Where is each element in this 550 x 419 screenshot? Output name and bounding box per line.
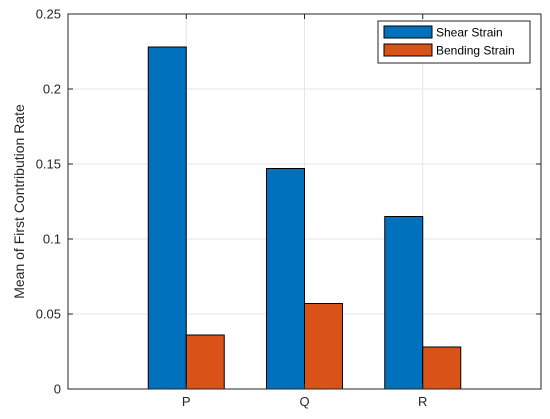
- legend: Shear Strain Bending Strain: [377, 20, 531, 64]
- legend-label: Bending Strain: [436, 44, 515, 58]
- y-tick-label: 0: [54, 382, 61, 397]
- bar-shear-strain-p: [147, 46, 187, 390]
- bar-shear-strain-r: [384, 216, 424, 390]
- x-tick-label: R: [418, 394, 427, 409]
- bar-bending-strain-q: [304, 303, 343, 390]
- bar-bending-strain-p: [185, 334, 225, 390]
- bar-bending-strain-r: [422, 346, 462, 390]
- y-axis-ticks: 0 0.05 0.1 0.15 0.2 0.25: [36, 7, 541, 397]
- y-tick-label: 0.2: [43, 82, 61, 97]
- y-tick-label: 0.15: [36, 157, 61, 172]
- x-axis-ticks: P Q R: [182, 14, 427, 409]
- y-tick-label: 0.1: [43, 232, 61, 247]
- x-tick-label: P: [182, 394, 191, 409]
- x-tick-label: Q: [299, 394, 309, 409]
- y-tick-label: 0.25: [36, 7, 61, 22]
- y-tick-label: 0.05: [36, 307, 61, 322]
- legend-label: Shear Strain: [436, 26, 503, 40]
- legend-swatch: [383, 43, 433, 57]
- legend-swatch: [383, 25, 433, 39]
- bar-shear-strain-q: [266, 168, 305, 390]
- y-axis-label: Mean of First Contribution Rate: [11, 104, 27, 299]
